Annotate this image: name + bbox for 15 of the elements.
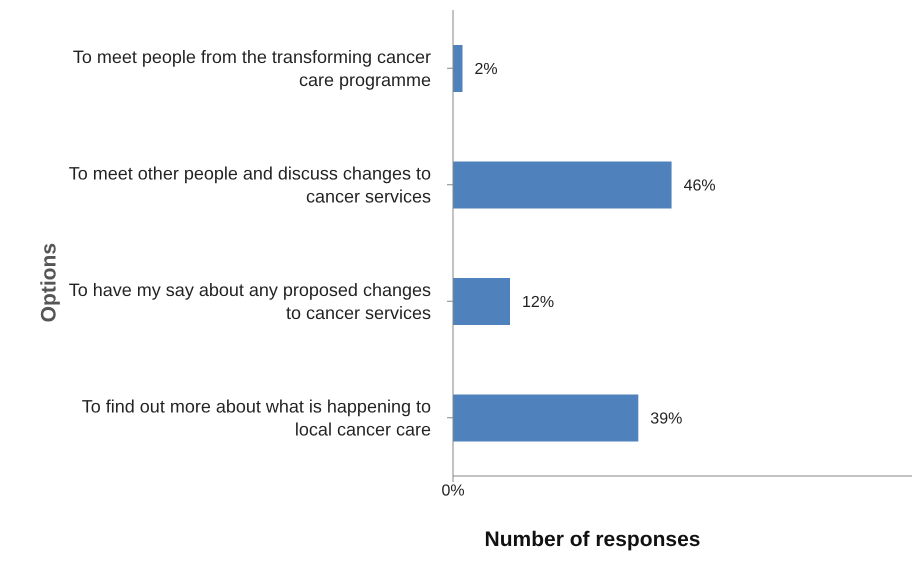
y-tick-label: To find out more about what is happening to local cancer care	[82, 396, 431, 440]
data-label: 2%	[474, 61, 498, 78]
bar	[453, 162, 672, 208]
x-axis-title: Number of responses	[484, 528, 700, 551]
data-label: 39%	[650, 410, 682, 428]
y-tick-label: To meet other people and discuss changes to cancer services	[68, 163, 431, 206]
y-axis-title: Options	[37, 243, 60, 322]
data-label: 12%	[522, 294, 554, 312]
y-tick-label: To meet people from the transforming cancer care programme	[72, 46, 432, 90]
data-label: 46%	[684, 178, 716, 195]
bar	[453, 45, 463, 92]
y-tick-label: To have my say about any proposed changes to cancer services	[68, 280, 431, 323]
bar	[453, 394, 638, 442]
text: 0%	[441, 482, 465, 500]
bar	[453, 278, 510, 325]
